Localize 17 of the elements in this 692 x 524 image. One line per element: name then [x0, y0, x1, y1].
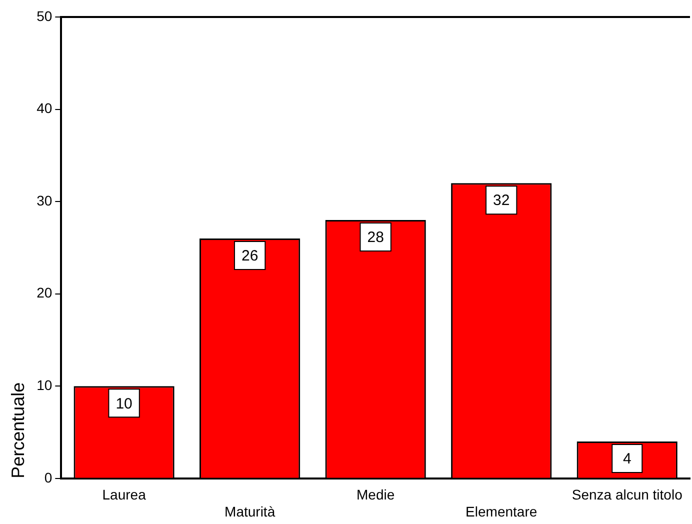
data-label: 10: [116, 395, 132, 412]
y-tick-label: 0: [44, 469, 52, 486]
data-label: 26: [241, 248, 258, 265]
y-tick-label: 20: [36, 284, 52, 301]
x-tick-label: Elementare: [466, 503, 538, 520]
data-label: 32: [493, 192, 510, 210]
y-tick-label: 30: [36, 192, 52, 208]
y-axis-title: Percentuale: [8, 382, 28, 478]
y-tick-label: 50: [36, 8, 52, 24]
x-tick-label: Senza alcun titolo: [572, 486, 683, 503]
x-tick-label: Medie: [356, 486, 395, 503]
y-tick-label: 10: [36, 376, 52, 393]
data-label: 4: [622, 450, 632, 468]
x-tick-label: Laurea: [102, 486, 146, 503]
y-tick-label: 40: [36, 100, 52, 116]
data-label: 28: [367, 229, 384, 246]
x-tick-label: Maturità: [224, 503, 276, 520]
